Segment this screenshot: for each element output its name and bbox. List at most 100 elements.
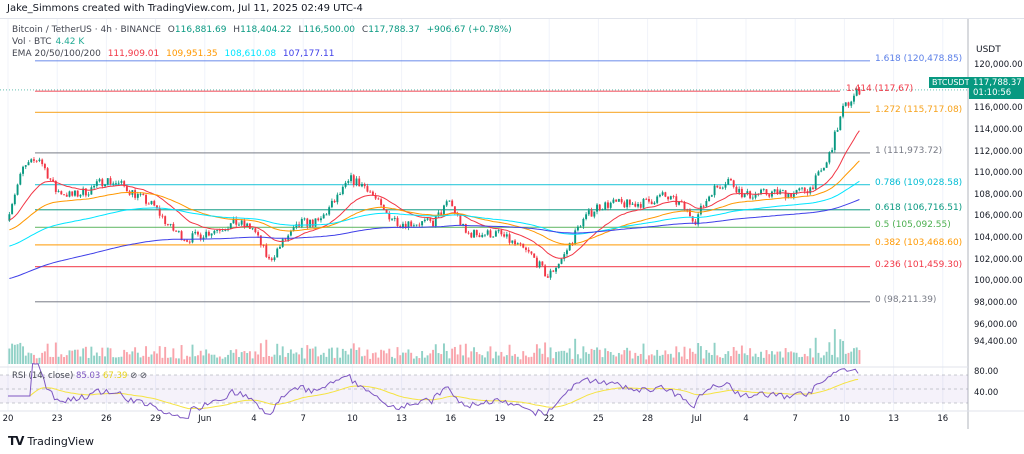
candle-body <box>139 193 142 195</box>
volume-bar <box>836 357 839 364</box>
candle-body <box>404 223 407 228</box>
candle-body <box>803 187 806 192</box>
vol-label[interactable]: Vol · BTC <box>12 37 52 47</box>
price-tick: 104,000.00 <box>974 233 1023 244</box>
candle-body <box>19 173 22 185</box>
candle-body <box>735 186 738 193</box>
volume-bar <box>653 355 656 364</box>
candle-body <box>106 178 109 185</box>
candle-body <box>456 213 459 216</box>
candle-body <box>199 234 202 240</box>
volume-bar <box>240 352 243 364</box>
candle-body <box>418 224 421 226</box>
volume-bar <box>320 354 322 364</box>
volume-bar <box>678 352 680 364</box>
rsi-label[interactable]: RSI (14, close) <box>12 371 74 381</box>
volume-bar <box>762 357 765 364</box>
volume-bar <box>669 353 672 364</box>
candle-body <box>251 228 254 230</box>
volume-bar <box>642 343 645 364</box>
chart-frame[interactable]: Bitcoin / TetherUS · 4h · BINANCE O116,8… <box>0 18 1024 429</box>
fib-price: 105,092.55 <box>895 220 948 231</box>
candle-body <box>579 226 582 228</box>
volume-bar <box>314 346 317 364</box>
candle-body <box>54 181 57 192</box>
last-price: 117,788.37 <box>973 78 1022 88</box>
price-tick: 98,000.00 <box>974 298 1018 309</box>
volume-bar <box>363 355 366 364</box>
volume-bar <box>760 351 762 364</box>
candle-body <box>732 180 735 187</box>
price-chart[interactable] <box>0 19 1024 429</box>
volume-bar <box>787 352 790 364</box>
volume-bar <box>402 352 404 364</box>
volume-bar <box>719 357 721 364</box>
volume-bar <box>576 354 579 364</box>
volume-bar <box>738 353 741 364</box>
candle-body <box>33 159 35 161</box>
candle-body <box>667 196 670 200</box>
hidden-value-icon: ⊘ ⊘ <box>130 371 148 381</box>
volume-bar <box>74 349 76 364</box>
candle-body <box>210 233 213 236</box>
candle-body <box>63 194 65 196</box>
volume-bar <box>339 357 342 364</box>
candle-body <box>136 194 139 198</box>
candle-body <box>407 221 410 228</box>
candle-body <box>90 187 93 195</box>
candle-body <box>344 182 347 187</box>
candle-body <box>243 220 246 227</box>
candle-body <box>552 270 555 272</box>
fib-price: 117,67 <box>878 84 910 95</box>
tradingview-logo[interactable]: TV TradingView <box>8 434 94 448</box>
candle-body <box>661 192 664 195</box>
candle-body <box>617 199 620 202</box>
volume-bar <box>221 358 224 364</box>
candle-body <box>347 181 350 183</box>
volume-bar <box>415 356 418 364</box>
volume-bar <box>525 355 527 364</box>
candle-body <box>519 243 522 245</box>
candle-body <box>494 231 497 237</box>
candle-body <box>43 164 46 169</box>
volume-bar <box>273 354 276 364</box>
candle-body <box>421 221 424 226</box>
volume-bar <box>13 344 16 364</box>
candle-body <box>87 194 90 196</box>
candle-body <box>188 241 191 243</box>
candle-body <box>817 171 820 176</box>
fib-label: 0.5 (105,092.55) <box>875 220 951 231</box>
fib-label: 1.272 (115,717.08) <box>875 105 963 116</box>
candle-body <box>710 195 713 197</box>
volume-bar <box>423 357 426 364</box>
volume-bar <box>300 347 303 364</box>
price-tick: 120,000.00 <box>974 60 1023 70</box>
chart-credit: Jake_Simmons created with TradingView.co… <box>7 3 363 14</box>
candle-body <box>292 227 295 231</box>
volume-bar <box>177 358 180 364</box>
volume-bar <box>194 356 197 364</box>
volume-bar <box>197 355 199 364</box>
volume-bar <box>41 352 44 364</box>
volume-bar <box>631 358 634 364</box>
volume-bar <box>604 348 607 364</box>
volume-bar <box>95 352 98 364</box>
volume-bar <box>284 356 287 364</box>
symbol-title[interactable]: Bitcoin / TetherUS · 4h · BINANCE <box>12 25 161 35</box>
candle-body <box>675 196 678 205</box>
candle-body <box>855 89 858 96</box>
volume-bar <box>180 345 183 364</box>
ema-label[interactable]: EMA 20/50/100/200 <box>12 49 101 59</box>
volume-bar <box>617 352 620 364</box>
volume-bar <box>437 353 440 364</box>
volume-bar <box>727 351 730 364</box>
candle-body <box>604 202 607 210</box>
volume-bar <box>205 349 208 364</box>
volume-bar <box>104 356 106 364</box>
candle-body <box>486 230 489 235</box>
volume-bar <box>106 347 109 364</box>
fib-ratio: 1.414 <box>846 84 872 95</box>
candle-body <box>254 228 257 233</box>
volume-bar <box>481 355 484 364</box>
volume-bar <box>563 350 566 364</box>
